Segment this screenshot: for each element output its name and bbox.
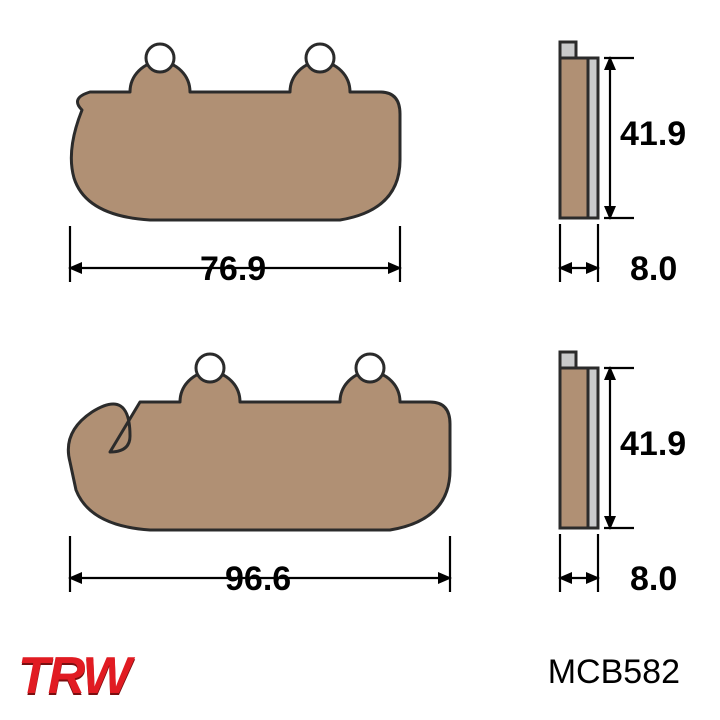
- dim-height-bottom: 41.9: [620, 425, 686, 464]
- dim-width-bottom: 96.6: [225, 560, 291, 599]
- dim-thick-bottom: 8.0: [630, 560, 677, 599]
- diagram-canvas: [0, 0, 720, 720]
- brand-logo: TRW: [18, 646, 129, 706]
- dim-thick-top: 8.0: [630, 250, 677, 289]
- dim-height-top: 41.9: [620, 115, 686, 154]
- dim-width-top: 76.9: [200, 250, 266, 289]
- part-number: MCB582: [548, 653, 680, 692]
